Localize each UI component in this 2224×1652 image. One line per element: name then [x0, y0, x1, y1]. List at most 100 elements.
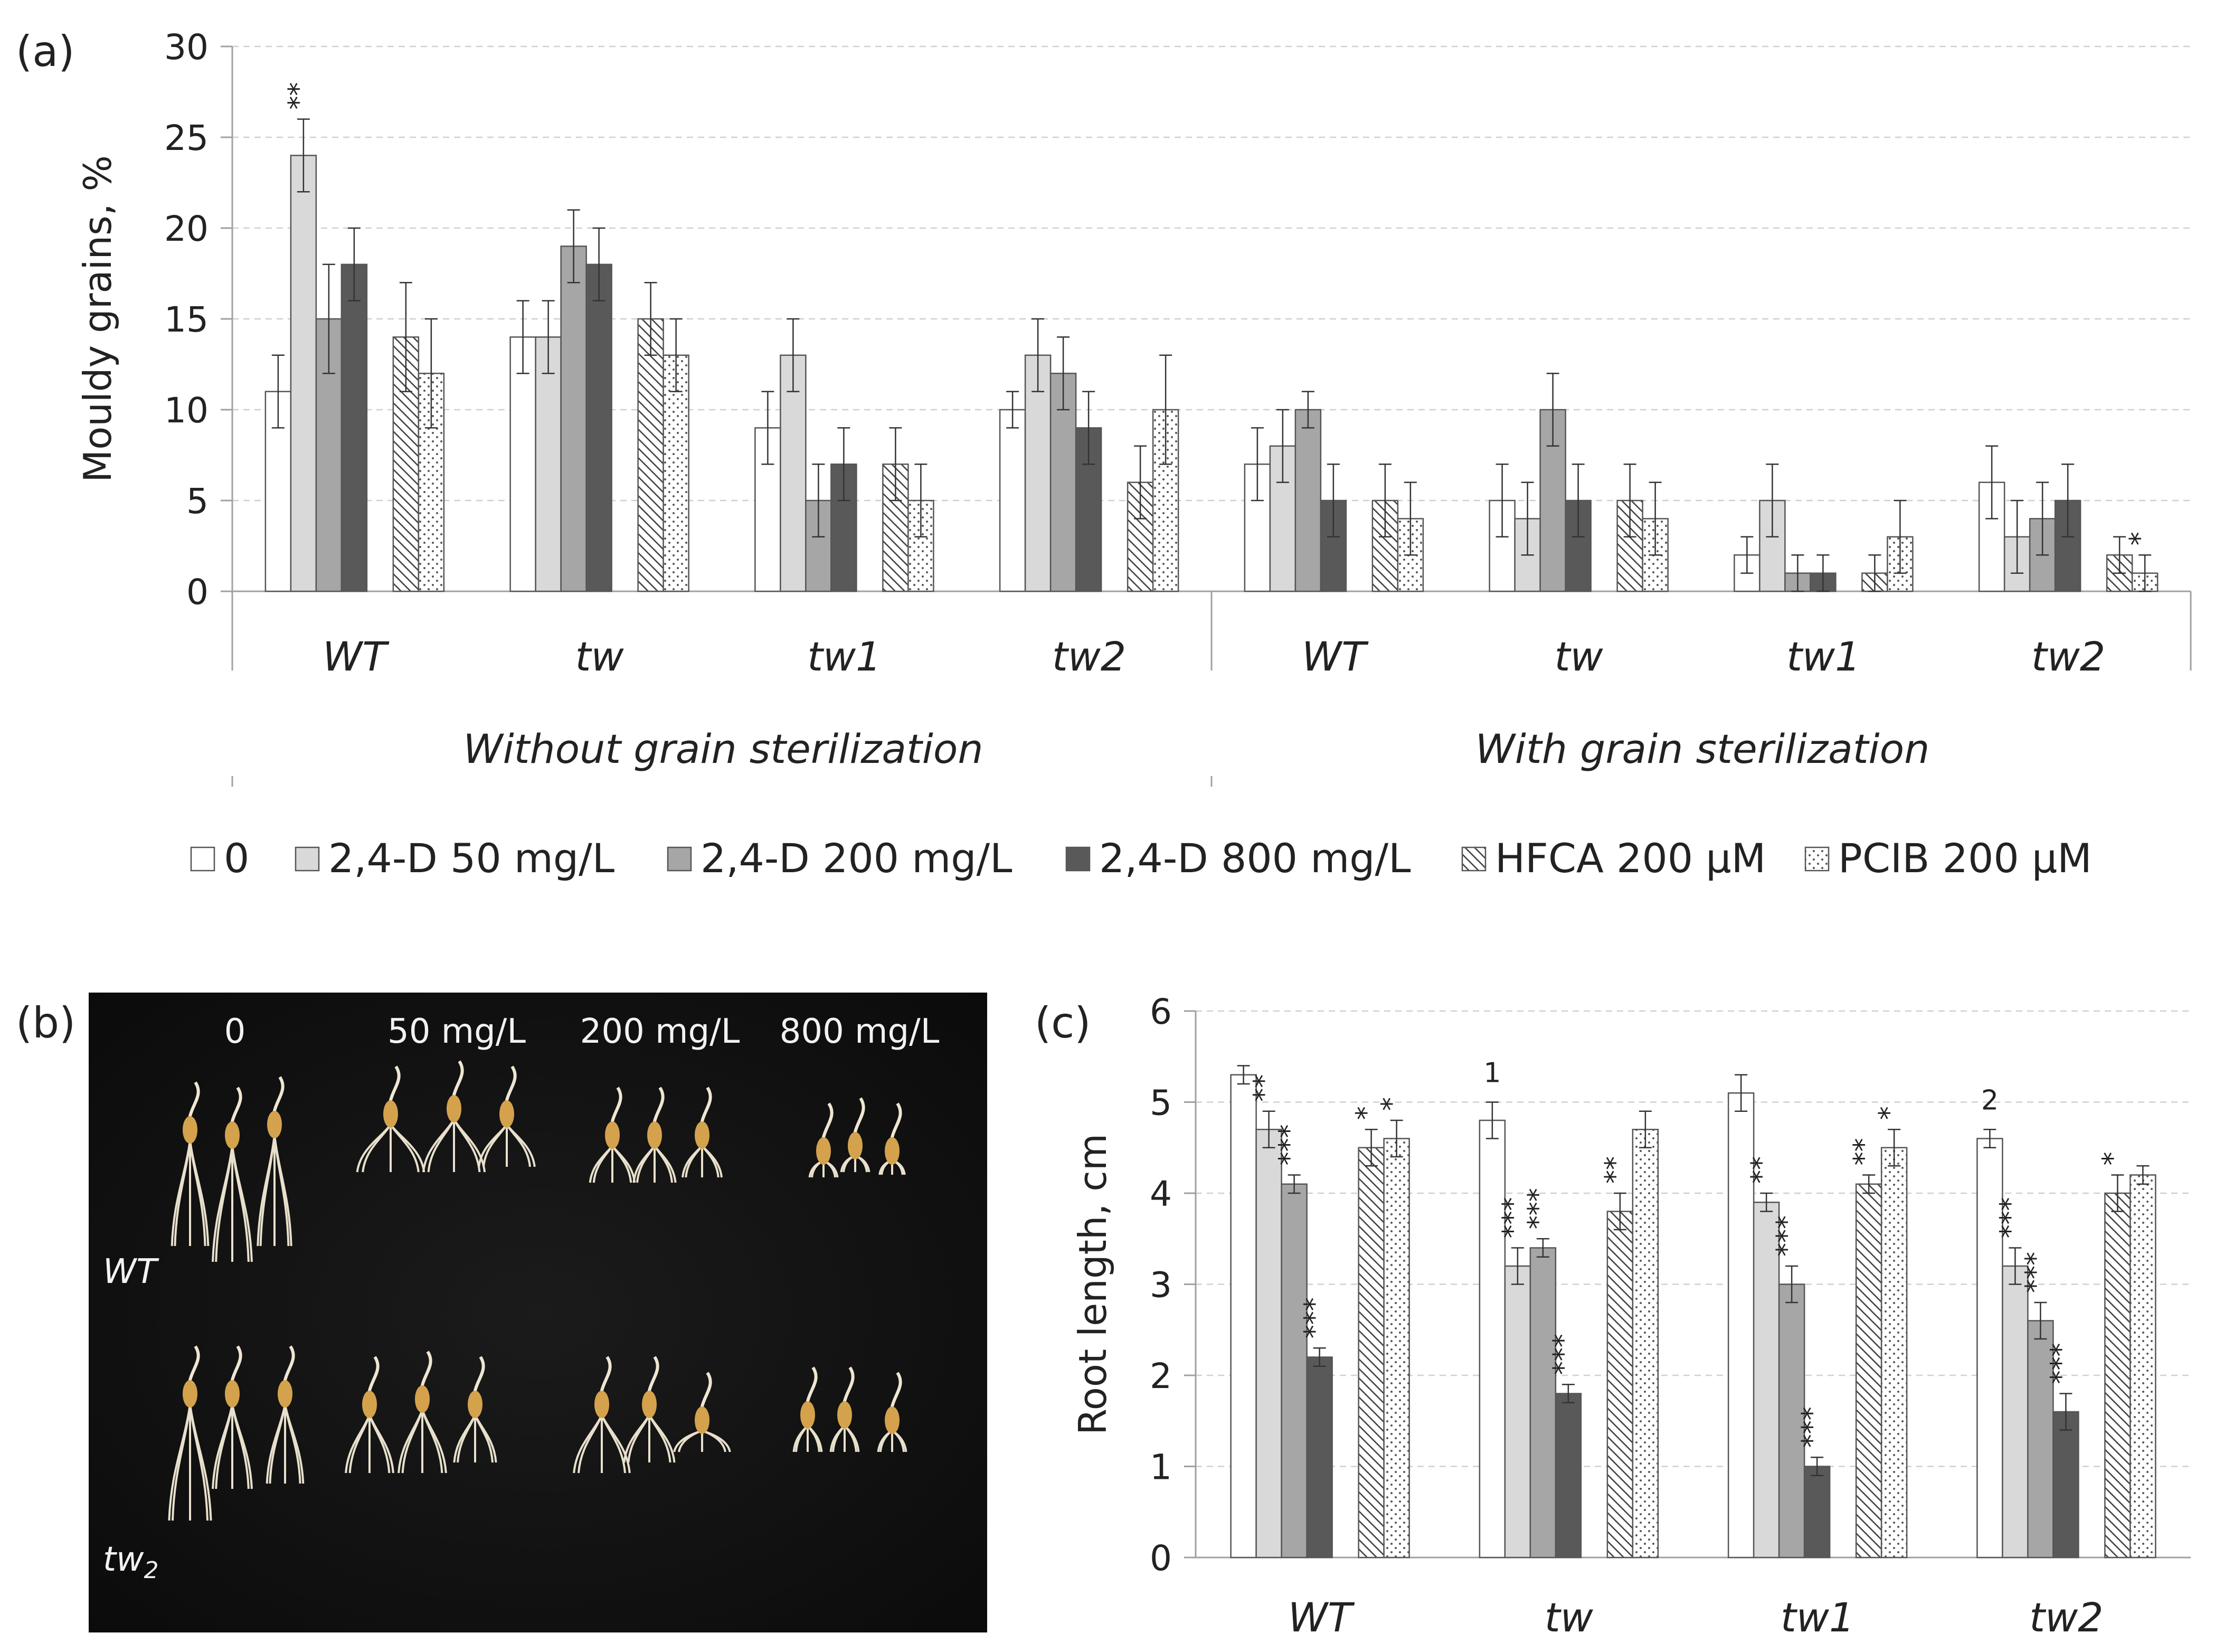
seedling-grain [642, 1391, 657, 1418]
legend-swatch [1461, 846, 1487, 872]
bar [560, 246, 587, 592]
y-tick-label: 10 [164, 390, 209, 431]
significance-stars: * [2097, 1152, 2128, 1166]
bar [1383, 1138, 1410, 1559]
bar [999, 409, 1026, 592]
seedling-root [457, 1414, 476, 1463]
significance-stars: ** [1600, 1156, 1631, 1184]
seedling-root [427, 1119, 455, 1173]
seedling-root [482, 1124, 508, 1167]
photo-row-label-wt: WT [103, 1252, 159, 1291]
bar [1555, 1393, 1582, 1559]
y-tick-label: 0 [1150, 1538, 1172, 1579]
bar [1294, 409, 1322, 592]
significance-stars: ** [283, 82, 315, 110]
seedling-root [215, 1404, 233, 1489]
legend-swatch [667, 846, 692, 872]
y-tick-label: 4 [1150, 1174, 1172, 1214]
seedling-root [421, 1409, 447, 1474]
x-category-label: tw1 [1786, 633, 1860, 680]
bar [1230, 1074, 1257, 1559]
significance-stars: * [1351, 1106, 1383, 1120]
significance-stars: *** [1299, 1297, 1331, 1338]
bar [663, 354, 689, 592]
seedling-grain [278, 1380, 292, 1408]
y-tick-label: 5 [1150, 1083, 1172, 1124]
seedling-root [506, 1124, 536, 1167]
y-tick-label: 6 [1150, 992, 1172, 1032]
bar [585, 263, 612, 592]
seedling-grain [594, 1391, 609, 1418]
photo-row-label-tw2: tw2 [103, 1540, 158, 1584]
bar [1024, 354, 1052, 592]
group-label: With grain sterilization [1475, 725, 1930, 772]
significance-stars: *** [1994, 1197, 2026, 1239]
seedling-grain [816, 1137, 831, 1165]
seedling-root [172, 1404, 191, 1521]
bar [2130, 1174, 2156, 1559]
photo-col-label-2: 200 mg/L [580, 1012, 740, 1051]
significance-stars: *** [1771, 1215, 1803, 1257]
legend-label: 2,4-D 200 mg/L [701, 835, 1012, 882]
seedling-grain [383, 1100, 398, 1128]
seedling-grain [605, 1121, 620, 1149]
bar [535, 336, 562, 592]
seedling-root [189, 1140, 210, 1247]
bar [1255, 1129, 1282, 1559]
seedling-grain [499, 1100, 514, 1128]
significance-stars: *** [1548, 1334, 1579, 1375]
bar [2002, 1265, 2029, 1559]
bar [1529, 1247, 1557, 1559]
legend-swatch [1065, 846, 1091, 872]
x-category-label: tw2 [1052, 633, 1126, 680]
seedling-grain [885, 1406, 900, 1434]
bar [2104, 1192, 2131, 1559]
y-axis-label: Mouldy grains, % [75, 155, 120, 483]
photo-col-label-3: 800 mg/L [780, 1012, 940, 1051]
y-tick-label: 3 [1150, 1265, 1172, 1306]
seedling-grain [695, 1406, 709, 1434]
bar [1855, 1183, 1882, 1559]
seedling-grain [800, 1401, 815, 1429]
significance-stars: * [2124, 532, 2156, 545]
y-axis-label: Root length, cm [1071, 1134, 1115, 1435]
bar [1880, 1147, 1908, 1559]
seedling-root [273, 1135, 292, 1247]
y-tick-label: 1 [1150, 1447, 1172, 1488]
photo-panel: 0 50 mg/L 200 mg/L 800 mg/L WT tw2 [89, 993, 987, 1632]
seedling-grain [647, 1121, 662, 1149]
significance-stars: *** [1796, 1406, 1828, 1448]
significance-stars: ** [1248, 1074, 1280, 1102]
seedling-grain [447, 1095, 461, 1122]
seedling-root [601, 1414, 631, 1474]
x-category-label: WT [1302, 633, 1369, 680]
legend-label: PCIB 200 µM [1838, 835, 2092, 882]
y-tick-label: 25 [164, 118, 209, 158]
x-category-label: tw [575, 633, 624, 680]
seedling-root [231, 1145, 253, 1262]
legend-label: 2,4-D 50 mg/L [328, 835, 614, 882]
bar [1803, 1466, 1831, 1559]
legend: 0 2,4-D 50 mg/L 2,4-D 200 mg/L 2,4-D 800 mg… [190, 835, 2092, 882]
bar [1504, 1265, 1531, 1559]
seedling-grain [183, 1116, 197, 1144]
panel-c-label: (c) [1035, 998, 1091, 1047]
seedling-grain [415, 1385, 430, 1413]
photo-col-label-0: 0 [224, 1012, 246, 1051]
seedling-grain [225, 1380, 240, 1408]
seedling-grain [267, 1111, 282, 1138]
x-category-label: WT [323, 633, 390, 680]
legend-label: 0 [224, 835, 249, 882]
group-label: Without grain sterilization [463, 725, 983, 772]
seedling-root [578, 1414, 603, 1474]
bar [1479, 1119, 1506, 1559]
seedlings-illustration [168, 1060, 907, 1521]
bar [830, 463, 857, 592]
significance-stars: ** [1848, 1138, 1880, 1166]
significance-stars: *** [2045, 1343, 2077, 1384]
legend-swatch [1804, 846, 1830, 872]
annotation-number: 2 [1981, 1084, 1999, 1116]
seedling-grain [362, 1391, 377, 1418]
